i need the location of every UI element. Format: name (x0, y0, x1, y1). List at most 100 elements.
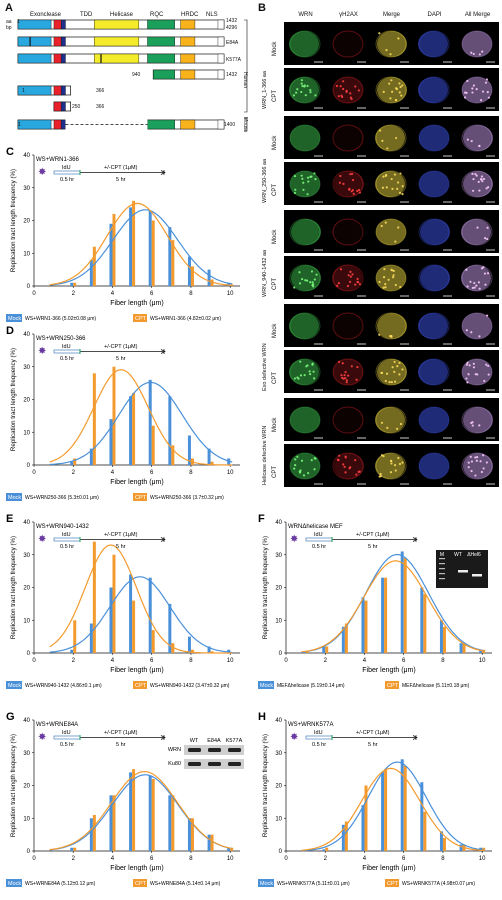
legend-cpt-badge: CPT (387, 683, 399, 689)
y-tick-label: 0 (27, 849, 31, 855)
y-axis-label: Replication tract length frequency (%) (10, 734, 17, 837)
bar-mock (381, 772, 385, 851)
micrograph-tile (456, 304, 499, 347)
legend-mock-label: WS+WRNK577A (5.11±0.01 μm) (277, 881, 350, 887)
x-tick-label: 2 (324, 658, 328, 664)
bar-cpt (462, 643, 466, 653)
x-tick-label: 10 (227, 658, 234, 664)
micrograph-tile (327, 67, 370, 111)
histogram-chart-g: G 0 10 20 30 40 0 2 4 6 8 10 Replication tract lengt… (6, 711, 244, 887)
blot-row-label: Ku80 (168, 761, 181, 767)
x-axis-label: Fiber length (μm) (110, 865, 163, 872)
idu-label: IdU (62, 730, 71, 736)
micrograph-tile (456, 67, 499, 111)
bar-mock (322, 646, 326, 653)
y-tick-label: 0 (279, 849, 283, 855)
gel-lane-label: ΔHel6 (467, 552, 481, 558)
histogram-chart-c: C 0 10 20 30 40 0 2 4 6 8 10 Replication tract lengt… (6, 146, 240, 322)
bar-mock (400, 759, 404, 851)
blot-lane-label: E84A (207, 738, 221, 744)
fit-curve-mock (49, 774, 233, 851)
bar-cpt (210, 834, 214, 851)
y-tick-label: 20 (23, 586, 30, 592)
legend-mock-swatch (258, 879, 274, 887)
legend-cpt-badge: CPT (135, 495, 147, 501)
y-tick-label: 30 (23, 553, 30, 559)
x-tick-label: 6 (402, 658, 406, 664)
bar-cpt (151, 220, 155, 286)
blot-row-label: WRN (168, 747, 181, 753)
bar-mock (109, 419, 113, 465)
bar-cpt (210, 279, 214, 286)
bar-mock (420, 587, 424, 653)
x-tick-label: 10 (479, 658, 486, 664)
panel-label-b: B (258, 2, 266, 14)
row5-end: 366 (96, 88, 105, 94)
chart-title: WS+WRNE84A (36, 722, 78, 728)
bar-mock (89, 818, 93, 851)
hrdc-domain (180, 69, 196, 80)
panel-label: F (258, 513, 265, 525)
bar-cpt (325, 847, 329, 851)
blot-lane-label: WT (190, 738, 199, 744)
column-header: WRN (298, 12, 313, 18)
bar-mock (459, 844, 463, 851)
rqc-domain (147, 53, 176, 64)
fit-curve-mock (49, 381, 233, 466)
bar-mock (168, 396, 172, 465)
blot-band (208, 748, 221, 752)
panel-label: C (6, 146, 14, 158)
blot-band (228, 762, 241, 766)
bar-cpt (190, 266, 194, 286)
panel-label: G (6, 711, 15, 723)
y-tick-label: 10 (275, 618, 282, 624)
micrograph-tile (456, 161, 499, 205)
bar-mock (168, 795, 172, 851)
micrograph-tile (456, 349, 499, 393)
x-tick-label: 2 (72, 856, 76, 862)
x-tick-label: 6 (402, 856, 406, 862)
human-bracket (244, 19, 248, 113)
bar-cpt (171, 643, 175, 653)
fit-curve-cpt (301, 560, 485, 653)
legend-cpt-badge: CPT (135, 683, 147, 689)
legend-cpt-label: WS+WRN1-366 (4.82±0.02 μm) (150, 316, 221, 322)
rqc-domain (153, 69, 176, 80)
gel-ladder-band (439, 558, 445, 560)
micrograph-tile (284, 22, 327, 65)
legend-cpt-swatch (133, 879, 147, 887)
cpt-treatment-label: +/-CPT (1μM) (104, 165, 138, 171)
timeline-arrow (160, 537, 166, 542)
x-tick-label: 2 (72, 291, 76, 297)
bar-mock (70, 649, 74, 653)
rqc-domain (147, 36, 176, 47)
y-tick-label: 20 (23, 398, 30, 404)
chart-title: WS+WRN250-366 (36, 336, 86, 342)
legend-mock-label: MEFΔhelicase (5.19±0.14 μm) (277, 683, 345, 689)
bar-mock (168, 603, 172, 653)
chart-title: WRNΔhelicase MEF (288, 524, 343, 530)
micrograph-tile (413, 304, 456, 347)
bar-mock (439, 831, 443, 851)
bar-mock (361, 805, 365, 851)
legend-mock-swatch (6, 493, 22, 501)
fit-curve-cpt (301, 767, 485, 852)
x-tick-label: 0 (32, 856, 36, 862)
y-axis-label: Replication tract length frequency (%) (10, 169, 17, 272)
y-tick-label: 20 (23, 219, 30, 225)
time-1: 0.5 hr (60, 177, 74, 183)
micrograph-tile (413, 255, 456, 299)
legend-cpt-badge: CPT (387, 881, 399, 887)
legend-cpt-swatch (133, 681, 147, 689)
y-tick-label: 0 (27, 284, 31, 290)
x-tick-label: 8 (189, 658, 193, 664)
linker-domain (60, 19, 66, 30)
micrograph-tile (413, 443, 456, 487)
cpt-treatment-label: +/-CPT (1μM) (104, 730, 138, 736)
gel-ladder-band (439, 573, 445, 575)
idu-label: IdU (314, 532, 323, 538)
row3-label: K577A (226, 57, 242, 63)
legend-mock-badge: Mock (8, 316, 21, 322)
x-tick-label: 4 (111, 470, 115, 476)
micrograph-tile (456, 210, 499, 253)
